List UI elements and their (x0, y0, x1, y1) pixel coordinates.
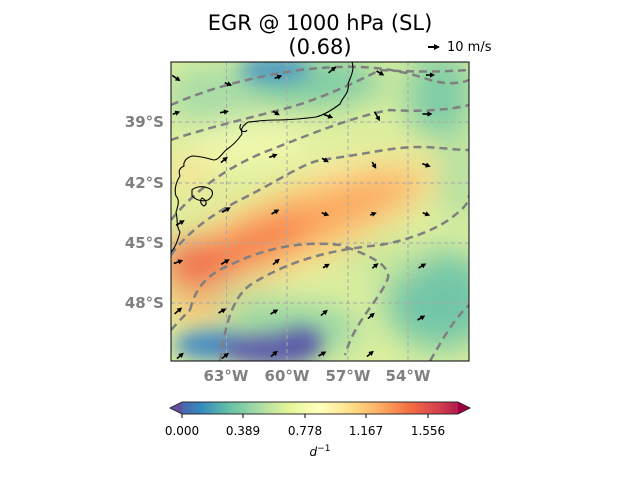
reference-arrow-icon (428, 44, 440, 50)
wind-arrow-icon (417, 315, 426, 321)
wind-arrow-icon (426, 72, 435, 78)
wind-arrow-icon (271, 209, 280, 215)
lat-label-45s: 45°S (124, 234, 164, 252)
wind-arrow-icon (318, 351, 327, 357)
wind-arrow-icon (224, 81, 233, 87)
wind-arrow-icon (373, 111, 380, 122)
reference-vector-label: 10 m/s (447, 39, 492, 55)
colorbar-tick-label: 0.778 (287, 424, 323, 438)
wind-arrow-icon (270, 350, 278, 358)
colorbar-tick-label: 0.000 (164, 424, 200, 438)
wind-arrow-icon (272, 110, 280, 116)
wind-vectors (171, 66, 435, 360)
colorbar-unit: d−1 (290, 444, 350, 459)
wind-arrow-icon (176, 352, 184, 360)
wind-arrow-icon (221, 207, 231, 213)
wind-arrow-icon (320, 309, 328, 317)
wind-arrow-icon (328, 66, 337, 74)
lon-label-54w: 54°W (385, 367, 431, 385)
reference-vector-key: 10 m/s (428, 39, 492, 55)
wind-arrow-icon (422, 111, 433, 117)
wind-arrow-icon (220, 259, 230, 265)
wind-arrow-icon (321, 211, 330, 217)
wind-arrow-icon (418, 263, 427, 269)
lon-label-57w: 57°W (325, 367, 371, 385)
wind-arrow-icon (366, 350, 374, 358)
wind-arrow-icon (371, 161, 377, 169)
contour-lines (171, 65, 469, 361)
unit-base: d (309, 445, 318, 459)
lat-label-42s: 42°S (124, 174, 164, 192)
unit-exponent: −1 (317, 444, 331, 454)
colorbar-tick-label: 0.389 (225, 424, 261, 438)
wind-arrow-icon (173, 259, 184, 265)
wind-arrow-icon (220, 156, 228, 164)
egr-field (171, 62, 469, 361)
wind-arrow-icon (171, 74, 181, 82)
wind-arrow-icon (221, 352, 229, 360)
wind-arrow-icon (321, 157, 329, 163)
wind-arrow-icon (268, 153, 278, 159)
wind-arrow-icon (270, 309, 279, 315)
figure-subtitle: (0.68) (288, 35, 352, 59)
lat-label-39s: 39°S (124, 113, 164, 131)
colorbar (169, 401, 471, 418)
wind-arrow-icon (172, 110, 181, 116)
wind-arrow-icon (376, 70, 385, 76)
wind-arrow-icon (175, 220, 185, 226)
wind-arrow-icon (367, 312, 375, 320)
map-frame (170, 61, 470, 362)
wind-arrow-icon (323, 113, 334, 119)
wind-arrow-icon (272, 258, 280, 266)
wind-arrow-icon (422, 211, 431, 217)
coastline (171, 62, 354, 253)
lon-label-60w: 60°W (264, 367, 310, 385)
colorbar-tick-label: 1.556 (410, 424, 446, 438)
wind-arrow-icon (174, 307, 183, 315)
colorbar-tick-label: 1.167 (348, 424, 384, 438)
lat-label-48s: 48°S (124, 294, 164, 312)
wind-arrow-icon (218, 308, 227, 314)
wind-arrow-icon (369, 211, 377, 217)
wind-arrow-icon (371, 263, 379, 269)
wind-arrow-icon (274, 74, 283, 80)
figure-title: EGR @ 1000 hPa (SL) (207, 11, 433, 35)
lon-label-63w: 63°W (203, 367, 249, 385)
wind-arrow-icon (322, 263, 330, 269)
wind-arrow-icon (219, 109, 229, 115)
wind-arrow-icon (421, 162, 431, 168)
